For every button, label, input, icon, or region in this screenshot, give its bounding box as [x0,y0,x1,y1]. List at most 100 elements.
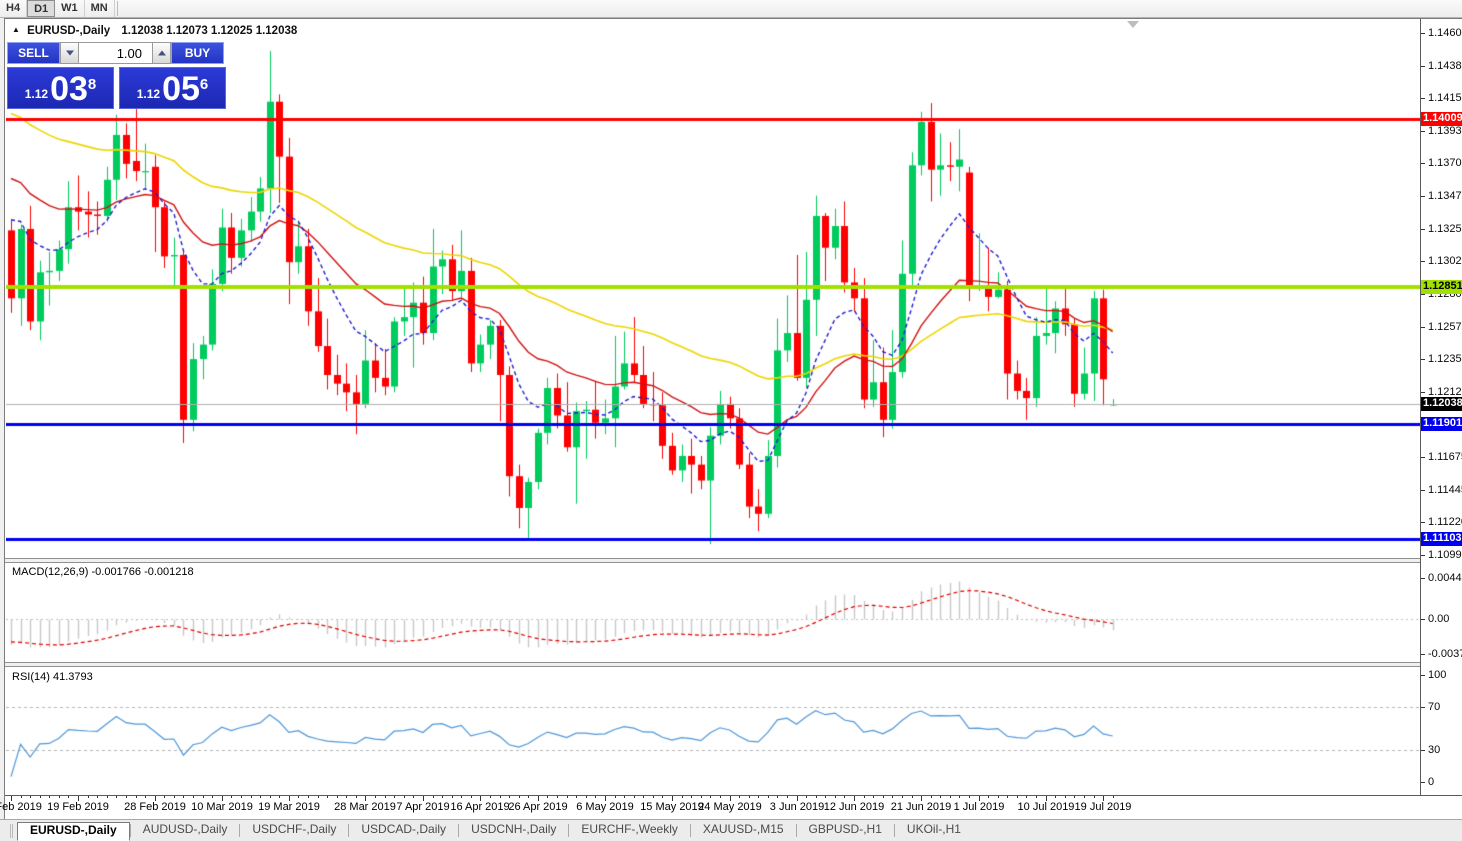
date-tick [365,796,366,801]
tab-usdcnh-daily[interactable]: USDCNH-,Daily [471,822,557,836]
date-label: 10 Feb 2019 [0,801,42,813]
tab-ukoil-h1[interactable]: UKOil-,H1 [906,822,961,836]
date-tick [567,796,568,798]
date-tick [327,796,328,798]
sell-price-display[interactable]: 1.12 03 8 [7,67,114,109]
date-tick [634,796,635,798]
date-tick [68,796,69,798]
chart-tab-bar: EURUSD-,Daily AUDUSD-,Daily USDCHF-,Daily U… [0,819,1462,841]
date-tick [624,796,625,798]
date-tick [308,796,309,798]
rsi-value: 41.3793 [52,671,93,683]
price-tick [1421,522,1425,523]
date-tick [1094,796,1095,798]
chart-end-marker-icon[interactable] [1127,21,1139,28]
volume-increase-button[interactable] [152,42,171,64]
tab-usdchf-daily[interactable]: USDCHF-,Daily [252,822,337,836]
tab-gbpusd-h1[interactable]: GBPUSD-,H1 [808,822,882,836]
price-tick-label: 1.12125 [1428,386,1462,398]
sell-button[interactable]: SELL [7,42,60,64]
tab-eurusd-daily[interactable]: EURUSD-,Daily [17,822,130,841]
date-tick [653,796,654,798]
date-tick [270,796,271,798]
tab-eurchf-weekly[interactable]: EURCHF-,Weekly [581,822,678,836]
rsi-tick-label: 70 [1428,701,1441,713]
rsi-tick [1421,750,1425,751]
date-tick [643,796,644,798]
timeframe-button-d1[interactable]: D1 [27,0,56,17]
date-tick [959,796,960,798]
triangle-down-icon [65,50,74,56]
date-tick [1036,796,1037,798]
timeframe-button-h4[interactable]: H4 [0,0,28,17]
date-tick [145,796,146,798]
date-tick [289,796,290,801]
date-label: 19 Mar 2019 [258,801,320,813]
price-axis[interactable]: 1.14605 1.14380 1.14155 1.13930 1.13705 1.134… [1421,19,1462,795]
price-tick-label: 1.14155 [1428,92,1462,104]
date-tick [605,796,606,801]
date-tick [998,796,999,798]
buy-button[interactable]: BUY [171,42,224,64]
volume-input[interactable] [79,42,152,64]
toolbar-separator [116,1,118,16]
rsi-tick [1421,782,1425,783]
price-tick-label: 1.10995 [1428,549,1462,561]
date-label: 19 Jul 2019 [1074,801,1132,813]
tab-audusd-daily[interactable]: AUDUSD-,Daily [142,822,228,836]
date-tick [758,796,759,798]
date-label: 19 Feb 2019 [47,801,109,813]
ohlc-readout: 1.12038 1.12073 1.12025 1.12038 [121,25,298,37]
price-tick-label: 1.14380 [1428,60,1462,72]
sell-price-prefix: 1.12 [24,87,49,101]
date-tick [873,796,874,798]
date-label: 7 Apr 2019 [396,801,450,813]
date-label: 15 May 2019 [640,801,704,813]
date-tick [672,796,673,801]
price-tick [1421,196,1425,197]
rsi-tick-label: 0 [1428,776,1435,788]
rsi-tick [1421,675,1425,676]
rsi-panel-canvas[interactable] [6,667,1420,793]
date-tick [413,796,414,798]
date-tick [1084,796,1085,798]
date-tick [97,796,98,798]
date-tick [1065,796,1066,798]
date-tick [471,796,472,798]
timeframe-button-w1[interactable]: W1 [55,0,85,17]
main-chart-canvas[interactable] [6,20,1420,558]
date-tick [385,796,386,798]
macd-values: -0.001766 -0.001218 [91,566,194,578]
rsi-tick [1421,707,1425,708]
date-axis[interactable]: 10 Feb 2019 19 Feb 2019 28 Feb 2019 10 Mar … [0,795,1462,819]
main-macd-separator[interactable] [5,558,1420,563]
price-tick [1421,392,1425,393]
date-tick [40,796,41,798]
date-tick [375,796,376,798]
price-tick-label: 1.13475 [1428,190,1462,202]
date-tick [136,796,137,798]
price-tick-label: 1.12350 [1428,353,1462,365]
date-tick [988,796,989,798]
macd-tick-label: 0.00 [1428,613,1450,625]
macd-tick [1421,578,1425,579]
date-tick [538,796,539,801]
buy-price-display[interactable]: 1.12 05 6 [119,67,226,109]
tab-separator [348,824,350,837]
macd-name: MACD(12,26,9) [12,566,89,578]
price-tick-label: 1.12575 [1428,321,1462,333]
buy-price-big: 05 [162,70,200,108]
date-tick [279,796,280,798]
volume-decrease-button[interactable] [60,42,79,64]
price-tick [1421,261,1425,262]
tab-xauusd-m15[interactable]: XAUUSD-,M15 [702,822,784,836]
macd-panel-canvas[interactable] [6,563,1420,662]
tabbar-grip-icon [10,824,13,838]
date-tick [576,796,577,798]
tab-usdcad-daily[interactable]: USDCAD-,Daily [361,822,447,836]
price-level-badge: 1.12038 [1421,397,1462,411]
date-tick [21,796,22,798]
timeframe-button-mn[interactable]: MN [85,0,115,17]
chart-title: ▲ EURUSD-,Daily 1.12038 1.12073 1.12025 … [12,25,297,37]
macd-rsi-separator[interactable] [5,662,1420,667]
